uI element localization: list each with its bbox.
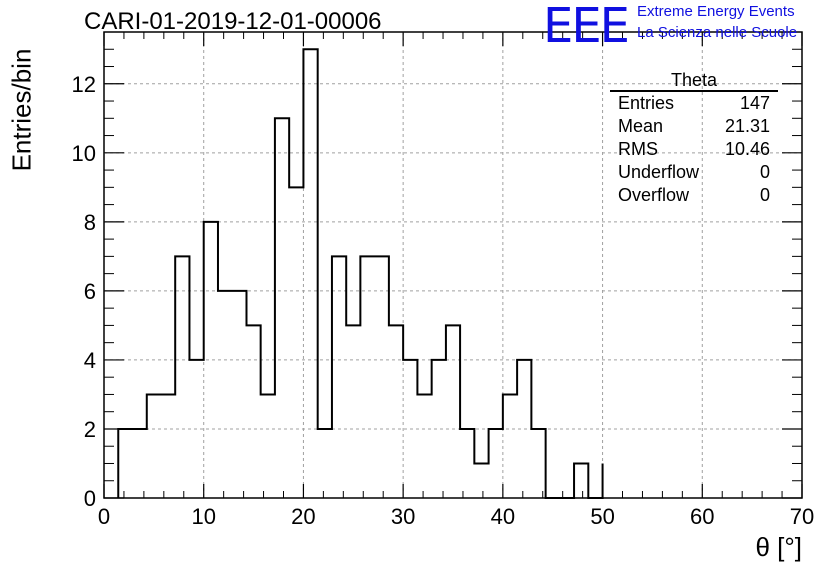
histogram-bin bbox=[531, 429, 545, 498]
histogram-bin bbox=[574, 463, 588, 498]
stats-value: 147 bbox=[739, 93, 770, 113]
stats-label: RMS bbox=[618, 139, 658, 159]
histogram-bin bbox=[275, 118, 289, 498]
stats-value: 21.31 bbox=[724, 116, 770, 136]
stats-value: 10.46 bbox=[724, 139, 770, 159]
histogram-bin bbox=[232, 291, 246, 498]
histogram-bin bbox=[332, 256, 346, 498]
stats-value: 0 bbox=[759, 162, 770, 182]
plot-frame bbox=[103, 31, 803, 499]
x-tick-label: 70 bbox=[790, 504, 814, 529]
histogram-bin bbox=[403, 360, 417, 498]
stats-row-rms: RMS 10.46 bbox=[610, 138, 778, 161]
histogram-bin bbox=[318, 429, 332, 498]
histogram-bin bbox=[147, 394, 161, 498]
histogram-outline bbox=[117, 48, 604, 499]
stats-label: Overflow bbox=[618, 185, 690, 205]
histogram-bin bbox=[517, 360, 531, 498]
chart-title: CARI-01-2019-12-01-00006 bbox=[84, 8, 382, 35]
histogram-bin bbox=[346, 325, 360, 498]
histogram-bin bbox=[289, 187, 303, 498]
histogram-bin bbox=[218, 291, 232, 498]
histogram-bin bbox=[118, 429, 132, 498]
histogram-bin bbox=[175, 256, 189, 498]
histogram-bin bbox=[303, 49, 317, 498]
x-axis-label: θ [°] bbox=[755, 532, 802, 562]
histogram-bin bbox=[432, 360, 446, 498]
stats-row-overflow: Overflow 0 bbox=[610, 184, 778, 207]
x-tick-label: 30 bbox=[391, 504, 415, 529]
histogram-bin bbox=[360, 256, 374, 498]
x-tick-label: 10 bbox=[191, 504, 215, 529]
x-tick-label: 0 bbox=[98, 504, 110, 529]
stats-title: Theta bbox=[610, 70, 778, 92]
histogram-bin bbox=[417, 394, 431, 498]
y-tick-label: 4 bbox=[84, 348, 96, 373]
y-tick-label: 2 bbox=[84, 417, 96, 442]
stats-row-entries: Entries 147 bbox=[610, 92, 778, 115]
histogram-bin bbox=[503, 394, 517, 498]
y-tick-label: 0 bbox=[84, 486, 96, 511]
eee-logo: EEE bbox=[543, 0, 630, 54]
stats-label: Mean bbox=[618, 116, 664, 136]
histogram-bin bbox=[446, 325, 460, 498]
x-tick-label: 40 bbox=[491, 504, 515, 529]
histogram-bin bbox=[389, 325, 403, 498]
logo-line-1: Extreme Energy Events bbox=[637, 3, 795, 20]
x-tick-label: 20 bbox=[291, 504, 315, 529]
logo-line-2: La Scienza nelle Scuole bbox=[637, 24, 798, 41]
stats-box: Theta Entries 147 Mean 21.31 RMS 10.46 U… bbox=[610, 70, 778, 207]
histogram-bin bbox=[246, 325, 260, 498]
y-tick-label: 6 bbox=[84, 279, 96, 304]
histogram-bin bbox=[489, 429, 503, 498]
stats-label: Entries bbox=[618, 93, 675, 113]
y-axis-label: Entries/bin bbox=[6, 48, 37, 172]
stats-row-mean: Mean 21.31 bbox=[610, 115, 778, 138]
stats-value: 0 bbox=[759, 185, 770, 205]
histogram-bin bbox=[133, 429, 147, 498]
histogram-bin bbox=[474, 463, 488, 498]
histogram-bin bbox=[189, 360, 203, 498]
histogram-bin bbox=[261, 394, 275, 498]
y-tick-label: 10 bbox=[72, 141, 96, 166]
stats-row-underflow: Underflow 0 bbox=[610, 161, 778, 184]
x-tick-label: 60 bbox=[690, 504, 714, 529]
y-tick-label: 12 bbox=[72, 72, 96, 97]
histogram-bin bbox=[375, 256, 389, 498]
histogram-bin bbox=[204, 222, 218, 498]
y-tick-label: 8 bbox=[84, 210, 96, 235]
histogram-bin bbox=[460, 429, 474, 498]
stats-label: Underflow bbox=[618, 162, 700, 182]
histogram-bin bbox=[161, 394, 175, 498]
x-tick-label: 50 bbox=[590, 504, 614, 529]
